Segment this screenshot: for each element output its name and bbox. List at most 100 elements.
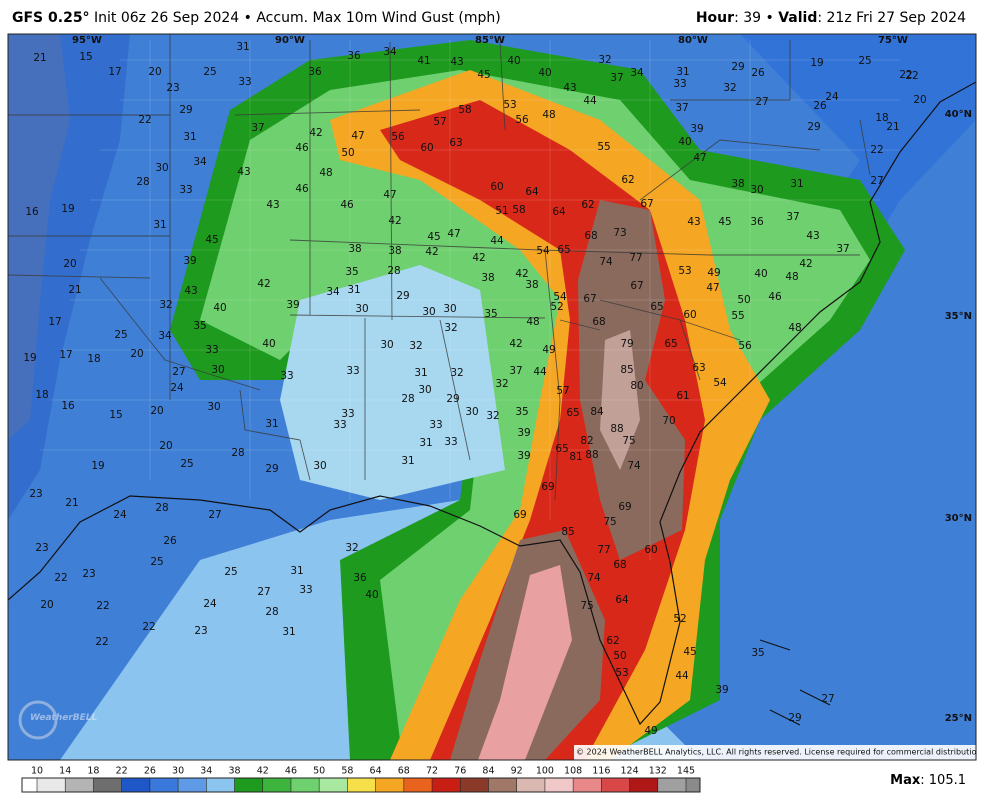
gust-label: 45 — [477, 69, 490, 81]
gust-label: 36 — [750, 216, 764, 228]
gust-label: 42 — [515, 268, 528, 280]
gust-label: 88 — [585, 449, 598, 461]
gust-label: 19 — [810, 57, 823, 69]
gust-label: 18 — [875, 112, 888, 124]
gust-label: 37 — [509, 365, 522, 377]
colorbar-segment — [403, 778, 433, 792]
gust-label: 32 — [450, 367, 463, 379]
lat-label: 40°N — [945, 109, 972, 120]
colorbar-segment — [234, 778, 263, 792]
gust-label: 62 — [581, 199, 594, 211]
lat-label: 25°N — [945, 713, 972, 724]
hour-value: : 39 • — [734, 10, 774, 26]
gust-label: 75 — [622, 435, 635, 447]
gust-label: 26 — [751, 67, 765, 79]
gust-label: 43 — [563, 82, 576, 94]
colorbar-segment — [516, 778, 545, 792]
gust-label: 63 — [692, 362, 705, 374]
colorbar-segment — [432, 778, 461, 792]
gust-label: 23 — [82, 568, 95, 580]
gust-label: 43 — [450, 56, 463, 68]
gust-label: 60 — [490, 181, 503, 193]
gust-label: 62 — [606, 635, 619, 647]
colorbar-tick-label: 145 — [677, 766, 695, 777]
valid-value: : 21z Fri 27 Sep 2024 — [817, 10, 966, 26]
gust-label: 43 — [237, 166, 250, 178]
gust-label: 43 — [266, 199, 279, 211]
colorbar: 10 14 18 22 26 30 34 38 42 46 50 58 64 68 72 76 84 92 100 1… — [21, 766, 701, 793]
colorbar-tick-label: 22 — [116, 766, 128, 777]
lon-label: 80°W — [678, 35, 708, 46]
gust-label: 28 — [265, 606, 278, 618]
gust-label: 55 — [597, 141, 610, 153]
gust-label: 46 — [768, 291, 782, 303]
gust-label: 48 — [785, 271, 798, 283]
gust-label: 65 — [566, 407, 579, 419]
gust-label: 29 — [396, 290, 409, 302]
gust-label: 34 — [193, 156, 207, 168]
gust-label: 68 — [592, 316, 605, 328]
gust-label: 21 — [886, 121, 899, 133]
gust-label: 30 — [155, 162, 168, 174]
gust-label: 25 — [224, 566, 237, 578]
gust-label: 24 — [825, 91, 839, 103]
colorbar-tick-label: 124 — [620, 766, 638, 777]
gust-label: 20 — [913, 94, 926, 106]
gust-label: 33 — [429, 419, 442, 431]
gust-label: 74 — [599, 256, 613, 268]
colorbar-segment — [37, 778, 66, 792]
gust-label: 48 — [542, 109, 555, 121]
gust-label: 32 — [444, 322, 457, 334]
gust-label: 32 — [598, 54, 611, 66]
gust-label: 50 — [341, 147, 354, 159]
gust-label: 38 — [481, 272, 494, 284]
gust-label: 22 — [899, 69, 912, 81]
gust-label: 32 — [495, 378, 508, 390]
gust-label: 33 — [444, 436, 457, 448]
colorbar-segment — [93, 778, 122, 792]
gust-label: 30 — [313, 460, 326, 472]
colorbar-tick-label: 34 — [200, 766, 212, 777]
colorbar-tick-label: 42 — [257, 766, 269, 777]
gust-label: 34 — [630, 67, 644, 79]
gust-label: 40 — [678, 136, 691, 148]
gust-label: 47 — [351, 130, 364, 142]
model: GFS 0.25° — [12, 10, 90, 26]
gust-label: 28 — [387, 265, 400, 277]
gust-label: 18 — [35, 389, 48, 401]
gust-label: 46 — [340, 199, 354, 211]
gust-label: 20 — [130, 348, 143, 360]
colorbar-tick-label: 72 — [426, 766, 438, 777]
gust-label: 39 — [286, 299, 299, 311]
gust-label: 29 — [731, 61, 744, 73]
gust-label: 20 — [150, 405, 163, 417]
gust-label: 69 — [618, 501, 631, 513]
gust-label: 21 — [65, 497, 78, 509]
gust-label: 42 — [509, 338, 522, 350]
gust-label: 49 — [707, 267, 720, 279]
gust-label: 30 — [422, 306, 435, 318]
gust-label: 65 — [557, 244, 570, 256]
gust-label: 40 — [754, 268, 767, 280]
gust-label: 32 — [345, 542, 358, 554]
gust-label: 19 — [61, 203, 74, 215]
colorbar-segment — [121, 778, 150, 792]
colorbar-tick-label: 132 — [649, 766, 667, 777]
gust-label: 20 — [148, 66, 161, 78]
gust-label: 29 — [788, 712, 801, 724]
gust-label: 23 — [166, 82, 179, 94]
gust-label: 68 — [584, 230, 597, 242]
gust-label: 37 — [610, 72, 623, 84]
gust-label: 30 — [207, 401, 220, 413]
gust-label: 15 — [79, 51, 92, 63]
gust-label: 22 — [95, 636, 108, 648]
colorbar-tick-label: 10 — [31, 766, 43, 777]
gust-label: 45 — [718, 216, 731, 228]
gust-label: 40 — [538, 67, 551, 79]
gust-label: 40 — [213, 302, 226, 314]
gust-label: 22 — [96, 600, 109, 612]
gust-label: 23 — [29, 488, 42, 500]
gust-label: 35 — [193, 320, 206, 332]
gust-label: 39 — [183, 255, 196, 267]
